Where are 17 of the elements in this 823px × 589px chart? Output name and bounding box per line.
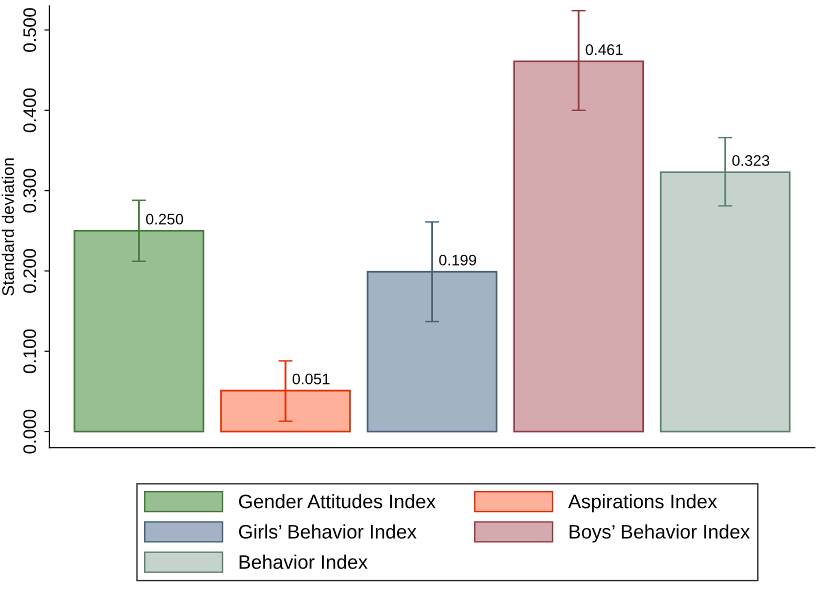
y-axis-title: Standard deviation — [2, 158, 14, 296]
y-tick-label: 0.300 — [23, 168, 36, 213]
data-label: 0.323 — [732, 155, 770, 166]
legend-label: Boys’ Behavior Index — [570, 524, 750, 542]
legend-label: Behavior Index — [240, 554, 368, 569]
legend-label: Gender Attitudes Index — [239, 494, 436, 508]
data-label: 0.250 — [146, 214, 184, 225]
data-label: 0.461 — [586, 44, 623, 56]
y-tick-label: 0.200 — [23, 249, 36, 293]
y-tick-label: 0.100 — [23, 329, 36, 374]
legend-label: Aspirations Index — [568, 494, 718, 512]
data-label: 0.051 — [292, 374, 330, 384]
y-tick-label: 0.400 — [23, 88, 36, 132]
data-label: 0.199 — [439, 254, 476, 266]
legend-label: Girls’ Behavior Index — [239, 524, 417, 539]
y-tick-label: 0.500 — [23, 8, 36, 52]
y-tick-label: 0.000 — [23, 410, 36, 454]
